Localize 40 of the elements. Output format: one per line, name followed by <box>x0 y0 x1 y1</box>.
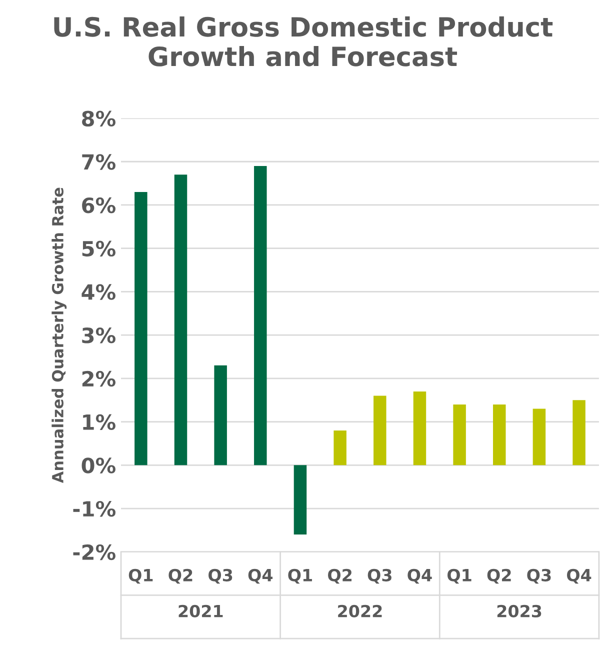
y-tick-label: 5% <box>82 240 116 257</box>
x-tick-label: Q3 <box>208 568 232 584</box>
y-tick-label: 6% <box>82 197 116 214</box>
x-tick-label: Q4 <box>408 568 432 584</box>
bar <box>294 465 307 535</box>
y-tick-label: 3% <box>82 328 116 344</box>
x-tick-label: Q2 <box>168 568 192 584</box>
y-tick-label: 2% <box>82 370 116 387</box>
bar <box>334 430 346 466</box>
bar <box>572 400 586 466</box>
y-axis-title: Annualized Quarterly Growth Rate <box>52 188 67 484</box>
y-tick-label: 4% <box>82 284 116 300</box>
y-tick-label: -1% <box>73 500 116 517</box>
text: 2023 <box>497 604 542 618</box>
x-tick-label: Q4 <box>566 568 592 584</box>
x-tick-label: Q1 <box>128 568 153 584</box>
x-tick-label: Q3 <box>368 568 392 584</box>
bar <box>254 166 267 466</box>
bar <box>453 404 466 466</box>
x-tick-label: Q1 <box>288 568 312 584</box>
y-tick-label: -2% <box>73 544 116 560</box>
text: 2022 <box>338 604 382 618</box>
bar <box>413 391 426 466</box>
y-tick-label: 8% <box>82 110 116 126</box>
y-tick-label: 1% <box>83 414 116 430</box>
x-tick-label: Q4 <box>248 568 273 584</box>
x-tick-label: Q3 <box>527 568 551 584</box>
y-tick-label: 7% <box>82 154 116 170</box>
text: 2021 <box>178 604 223 618</box>
x-tick-label: Q2 <box>328 568 352 584</box>
x-tick-label: Q2 <box>487 568 511 584</box>
bar <box>374 396 386 466</box>
y-tick-label: 0% <box>82 458 116 474</box>
bar <box>134 192 148 466</box>
bar <box>174 174 188 466</box>
chart-title: U.S. Real Gross Domestic Product Growth and Forecast <box>54 16 553 66</box>
x-tick-label: Q1 <box>447 568 472 584</box>
bar <box>214 365 227 466</box>
bar <box>493 404 506 466</box>
bar <box>532 408 546 466</box>
